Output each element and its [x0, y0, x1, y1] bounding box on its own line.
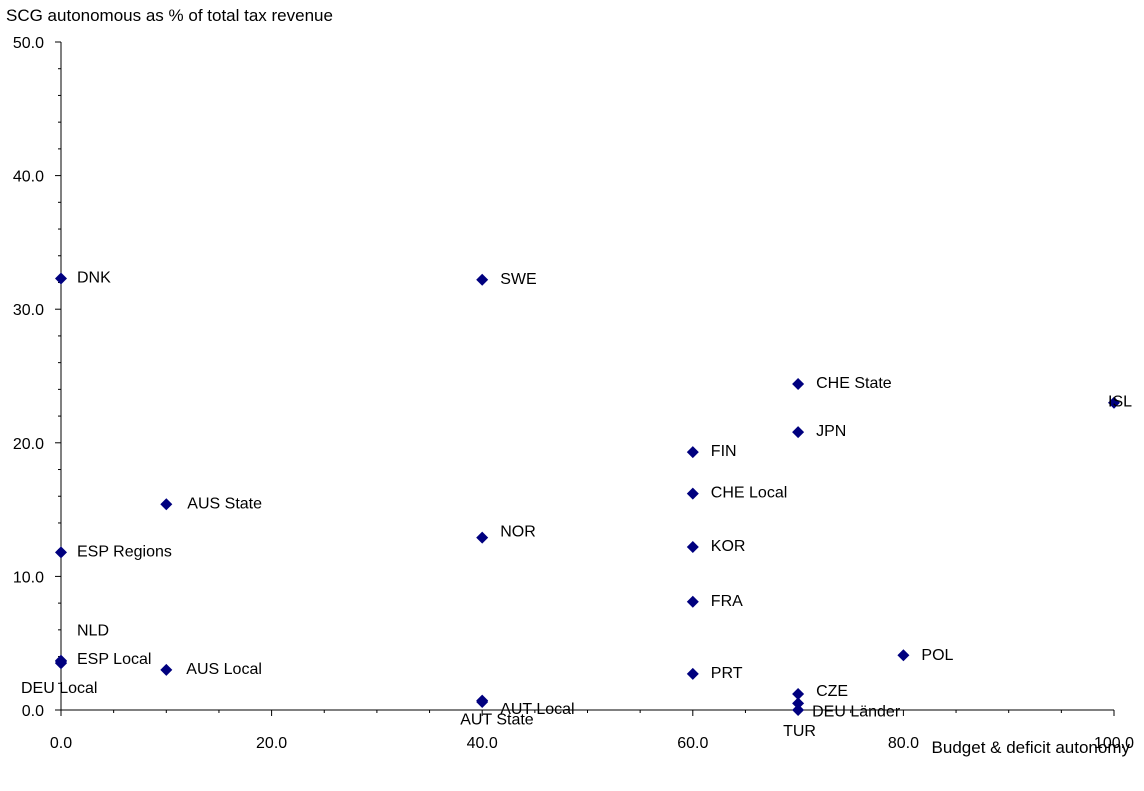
- data-point: [476, 694, 489, 707]
- data-point: [476, 273, 489, 286]
- data-point: [55, 546, 67, 559]
- point-label: KOR: [711, 538, 746, 555]
- data-point: [897, 649, 910, 662]
- point-label: TUR: [783, 723, 816, 740]
- data-point: [1108, 396, 1120, 409]
- x-tick-label: 80.0: [888, 735, 919, 752]
- data-point: [686, 446, 699, 459]
- data-point: [160, 498, 173, 511]
- x-tick-label: 100.0: [1094, 735, 1134, 752]
- point-label: PRT: [711, 665, 743, 682]
- data-point: [792, 697, 805, 710]
- point-label: SWE: [500, 271, 536, 288]
- y-tick-label: 50.0: [13, 35, 44, 52]
- y-tick-label: 10.0: [13, 569, 44, 586]
- data-point: [55, 657, 67, 670]
- x-tick-label: 60.0: [677, 735, 708, 752]
- x-axis-label: Budget & deficit autonomy: [931, 738, 1130, 757]
- point-label: NLD: [77, 623, 109, 640]
- data-point: [792, 426, 805, 439]
- point-label: AUT State: [460, 712, 534, 729]
- x-tick-label: 40.0: [467, 735, 498, 752]
- x-tick-label: 0.0: [50, 735, 72, 752]
- data-point: [792, 687, 805, 700]
- point-label: ESP Local: [77, 651, 151, 668]
- data-point: [476, 531, 489, 544]
- point-label: FIN: [711, 443, 737, 460]
- data-point: [792, 378, 805, 391]
- data-point: [55, 272, 67, 285]
- point-label: AUS State: [187, 495, 262, 512]
- data-point: [686, 667, 699, 680]
- data-point: [686, 487, 699, 500]
- point-label: AUS Local: [186, 661, 262, 678]
- point-label: DNK: [77, 269, 111, 286]
- point-label: JPN: [816, 423, 846, 440]
- data-point: [792, 704, 805, 716]
- point-label: AUT Local: [500, 701, 574, 718]
- point-label: FRA: [711, 593, 743, 610]
- data-point: [686, 595, 699, 608]
- point-label: DEU Local: [21, 680, 97, 697]
- data-point: [160, 663, 173, 676]
- y-tick-label: 30.0: [13, 302, 44, 319]
- y-tick-label: 40.0: [13, 169, 44, 186]
- point-label: ISL: [1108, 394, 1132, 411]
- y-tick-label: 0.0: [22, 703, 44, 720]
- data-point: [686, 541, 699, 554]
- point-label: ESP Regions: [77, 543, 172, 560]
- point-label: POL: [921, 647, 953, 664]
- chart-title: SCG autonomous as % of total tax revenue: [6, 6, 333, 25]
- point-label: CHE State: [816, 375, 892, 392]
- y-tick-label: 20.0: [13, 436, 44, 453]
- point-label: CHE Local: [711, 485, 787, 502]
- point-label: CZE: [816, 683, 848, 700]
- x-tick-label: 20.0: [256, 735, 287, 752]
- point-label: DEU Länder: [812, 703, 901, 720]
- point-label: NOR: [500, 524, 536, 541]
